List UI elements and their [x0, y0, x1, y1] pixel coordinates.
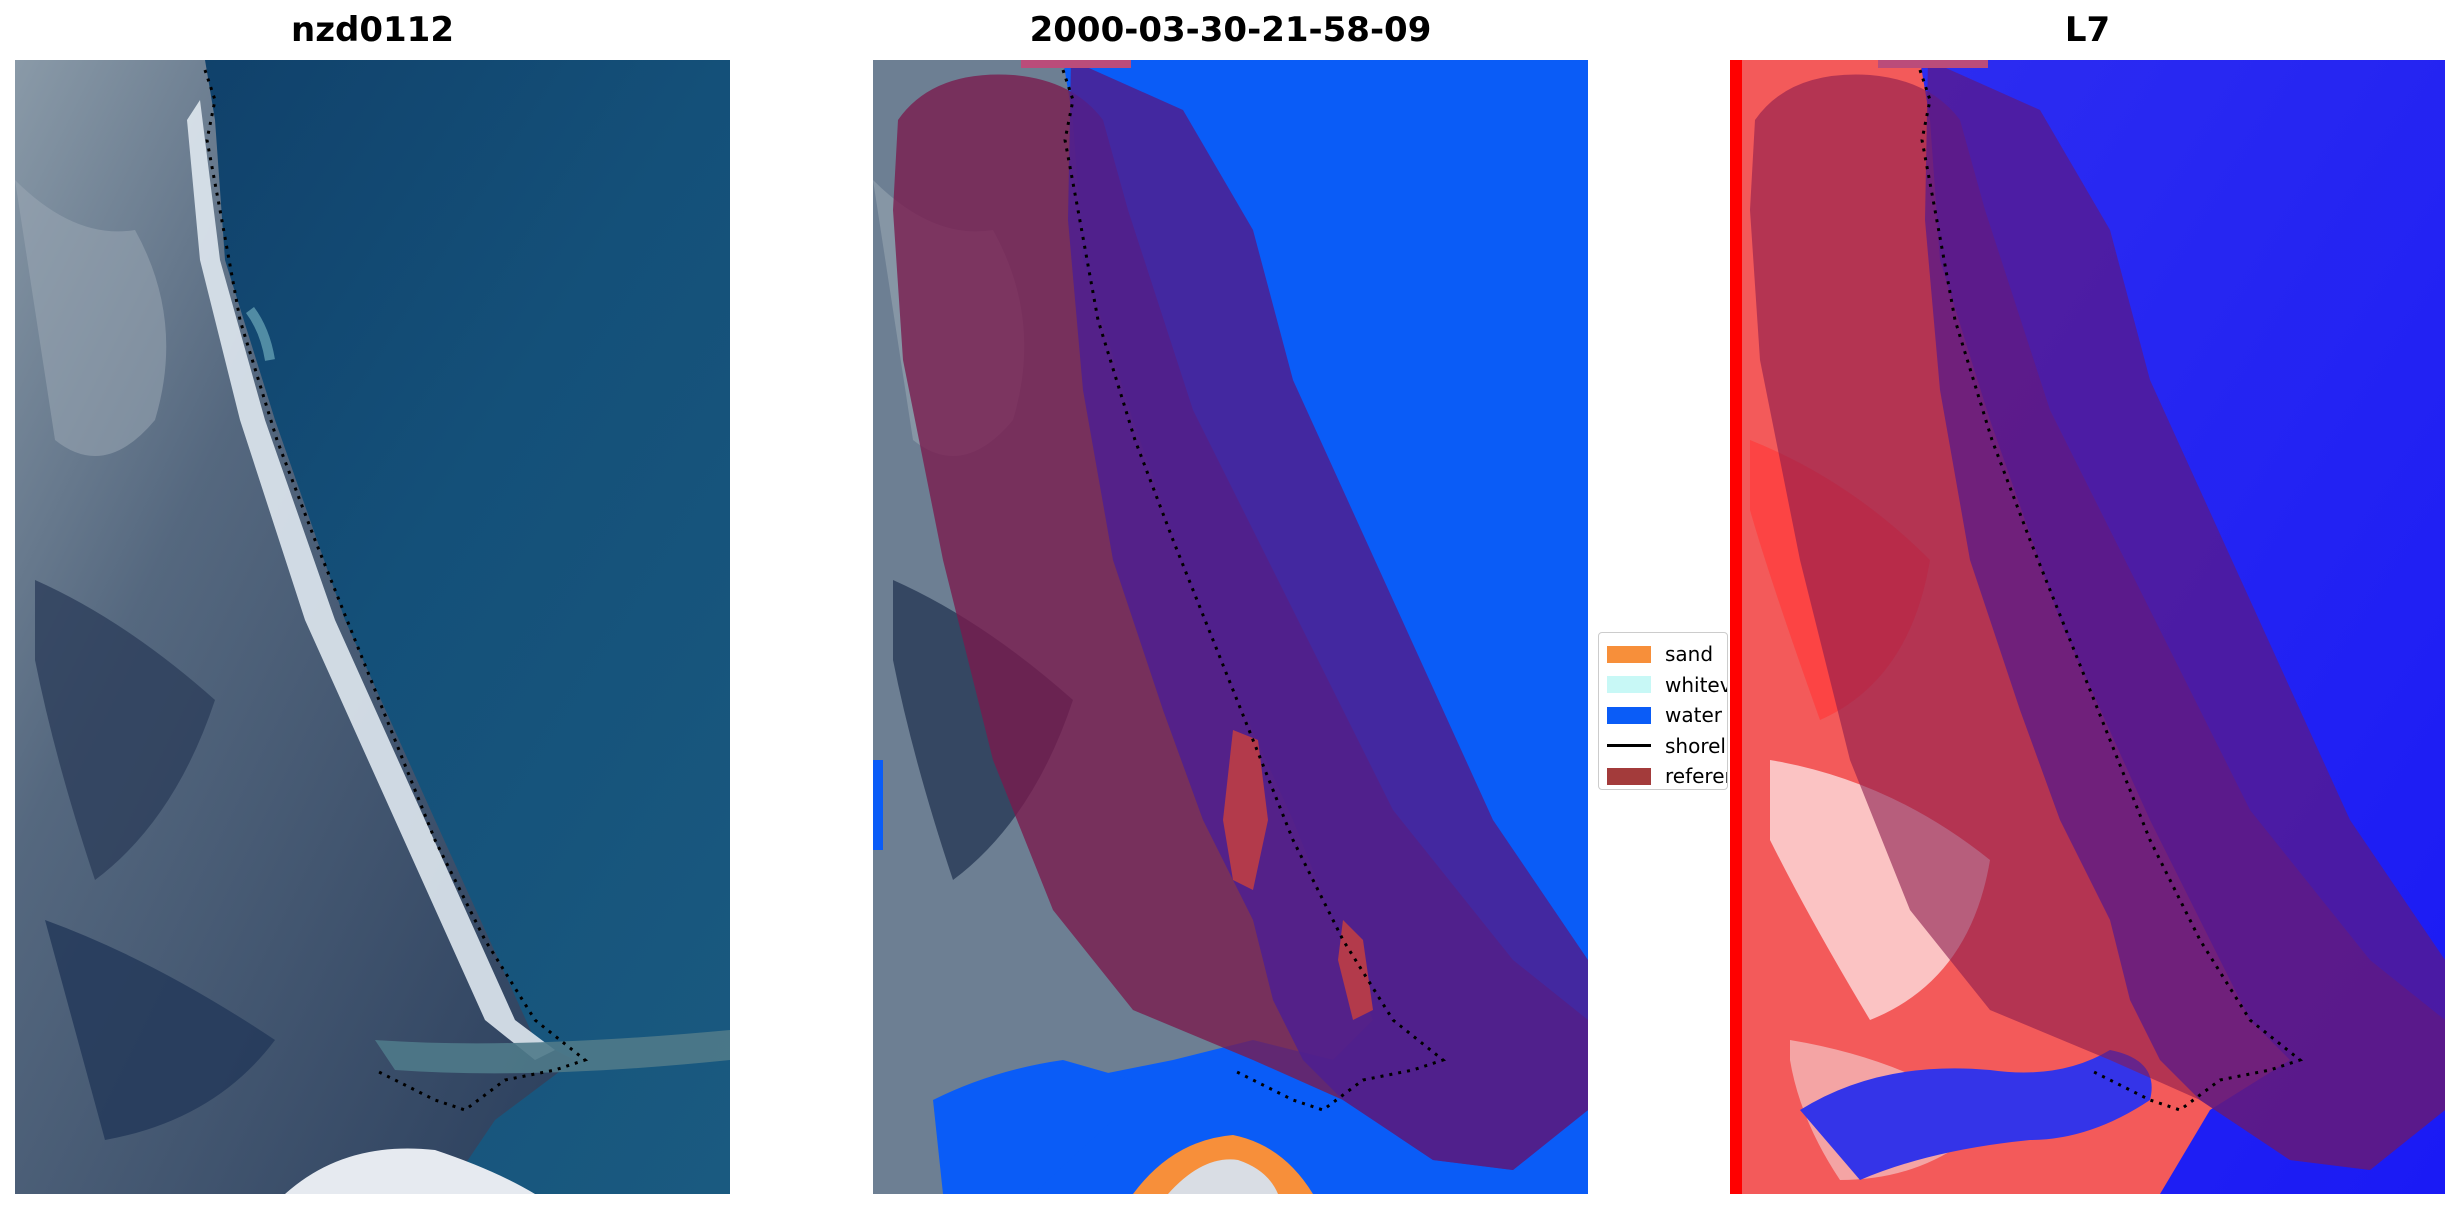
panel-title-rgb: nzd0112 — [291, 10, 454, 50]
index-image-panel — [1730, 60, 2445, 1194]
legend-line — [1607, 744, 1651, 748]
shoreline-trace — [1061, 69, 1447, 1112]
panel-title-classified: 2000-03-30-21-58-09 — [1029, 10, 1432, 50]
shoreline-trace — [1918, 69, 2304, 1112]
rgb-image — [15, 60, 730, 1194]
index-image — [1730, 60, 2445, 1194]
legend: sand whitev water shorel referen — [1598, 632, 1728, 790]
shoreline-trace — [203, 69, 589, 1112]
classified-image — [873, 60, 1588, 1194]
legend-label: whitev — [1665, 672, 1728, 697]
legend-label: water — [1665, 703, 1722, 728]
rgb-image-panel — [15, 60, 730, 1194]
legend-label: referen — [1665, 764, 1727, 789]
legend-label: shorel — [1665, 733, 1726, 758]
legend-swatch — [1607, 676, 1651, 694]
legend-label: sand — [1665, 642, 1714, 667]
legend-swatch — [1607, 645, 1651, 663]
legend-item-water: water — [1607, 700, 1727, 731]
legend-item-sand: sand — [1607, 639, 1727, 670]
legend-item-shoreline: shorel — [1607, 731, 1727, 762]
panel-title-index: L7 — [2064, 10, 2111, 50]
legend-swatch — [1607, 706, 1651, 724]
legend-item-reference: referen — [1607, 761, 1727, 789]
legend-item-whitewater: whitev — [1607, 670, 1727, 701]
classified-image-panel — [873, 60, 1588, 1194]
legend-swatch — [1607, 767, 1651, 785]
